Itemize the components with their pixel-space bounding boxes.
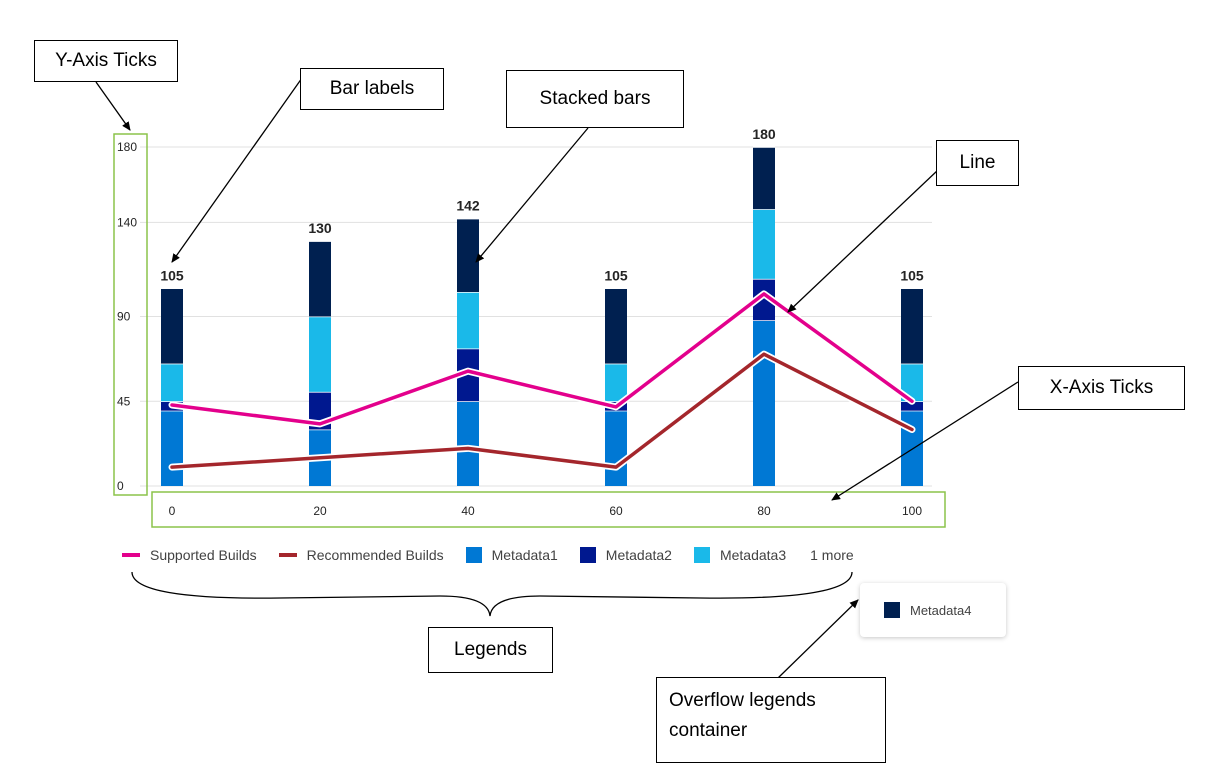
series-line [170,352,914,469]
bar-segment [309,241,331,317]
bar-label: 105 [160,267,184,283]
legend-item-metadata4[interactable]: Metadata4 [884,602,971,618]
bar-segment [605,410,627,486]
callout-line: Line [936,140,1019,186]
legend-item-supported-builds[interactable]: Supported Builds [122,547,257,563]
bar-segment [605,288,627,364]
bar-label: 105 [900,267,924,283]
legend-label: Metadata3 [719,547,787,563]
callout-overflow-line2: container [669,720,748,741]
series-line-outline [168,290,916,428]
legend-label: Supported Builds [150,547,257,563]
legend-item-recommended-builds[interactable]: Recommended Builds [278,547,444,563]
y-tick-label: 0 [117,479,124,493]
y-tick-label: 90 [117,310,131,324]
axis-layer: 0 45 90 140 180 0 20 40 60 80 100 [117,140,922,518]
y-axis-highlight-box [113,133,148,496]
bar-segment [753,209,775,279]
arrow-bar-labels [171,77,303,263]
labels-layer: 105 130 142 105 180 105 [160,126,924,283]
arrow-line [787,169,939,313]
x-tick-label: 60 [609,504,623,518]
y-tick-label: 140 [117,215,137,229]
x-tick-label: 0 [169,504,176,518]
bar-segment [901,363,923,402]
arrow-y-axis-ticks [95,81,131,131]
bar-segment [457,348,479,402]
callout-stacked-bars: Stacked bars [506,70,684,128]
bar-segment [161,288,183,364]
grid-layer [140,146,932,487]
legend: Supported Builds Recommended Builds Meta… [122,545,854,565]
lines-layer [168,290,916,471]
legends-brace [131,571,853,617]
callout-y-axis-ticks: Y-Axis Ticks [34,40,178,82]
callout-bar-labels: Bar labels [300,68,444,110]
bar-segment [901,288,923,364]
legend-label: Metadata1 [491,547,558,563]
bar-segment [161,410,183,486]
legend-swatch-metadata4 [884,602,900,618]
bar-label: 130 [308,220,332,236]
x-tick-label: 20 [313,504,327,518]
bar-segment [901,401,923,411]
legend-swatch-metadata1 [465,547,482,563]
callout-legends: Legends [428,627,553,673]
x-tick-label: 40 [461,504,475,518]
bar-segment [161,363,183,402]
y-tick-label: 45 [117,394,131,408]
bar-label: 105 [604,267,628,283]
legend-more-button[interactable]: 1 more [810,547,854,563]
x-tick-label: 100 [902,504,922,518]
bar-segment [753,278,775,321]
bar-segment [457,292,479,349]
arrow-x-axis-ticks [831,381,1019,501]
bar-segment [605,363,627,402]
annotation-layer [95,77,1019,679]
callout-x-axis-ticks: X-Axis Ticks [1018,366,1185,410]
bar-segment [309,316,331,392]
legend-swatch-metadata3 [693,547,710,563]
x-axis-highlight-box [151,491,946,528]
legend-swatch-supported-builds [122,553,140,557]
arrow-overflow-legends [777,599,859,679]
legend-item-metadata1[interactable]: Metadata1 [465,547,558,563]
legend-item-metadata2[interactable]: Metadata2 [579,547,672,563]
bar-segment [753,320,775,486]
bar-label: 180 [752,126,776,142]
overflow-legend-container: Metadata4 [860,583,1006,637]
bars-layer [161,146,923,486]
x-tick-label: 80 [757,504,771,518]
legend-item-metadata3[interactable]: Metadata3 [693,547,787,563]
legend-label: Metadata2 [605,547,672,563]
y-tick-label: 180 [117,140,137,154]
callout-overflow-legends: Overflow legends container [656,677,886,763]
bar-segment [457,218,479,293]
legend-label: Metadata4 [910,602,972,618]
bar-segment [753,147,775,210]
series-line [170,292,914,426]
bar-segment [457,401,479,486]
bar-label: 142 [456,198,480,214]
arrow-stacked-bars [475,127,589,263]
legend-label: Recommended Builds [306,547,444,563]
callout-overflow-line1: Overflow legends [669,690,816,711]
legend-swatch-metadata2 [579,547,596,563]
legend-swatch-recommended-builds [278,553,297,557]
